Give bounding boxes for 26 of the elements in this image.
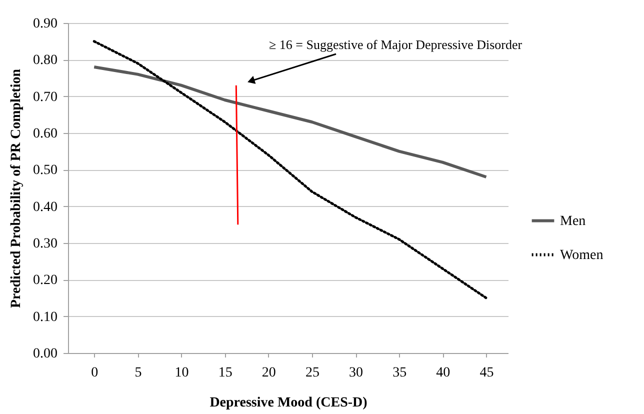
annotation: ≥ 16 = Suggestive of Major Depressive Disorder: [269, 37, 523, 52]
x-tick-label: 25: [305, 366, 320, 380]
x-tick-label: 15: [218, 366, 232, 380]
x-tick-label: 45: [480, 366, 494, 380]
y-tick-label: 0.30: [33, 236, 58, 252]
y-tick-label: 0.20: [33, 273, 58, 288]
y-tick-label: 0.00: [33, 346, 58, 362]
y-tick-label: 0.40: [33, 200, 58, 215]
x-tick-label: 10: [174, 366, 189, 380]
x-tick-label: 30: [349, 366, 364, 380]
x-tick-label: 40: [436, 366, 450, 380]
y-tick-label: 0.50: [33, 163, 58, 178]
x-axis-title: Depressive Mood (CES-D): [210, 396, 368, 410]
x-tick-label: 35: [392, 366, 407, 380]
y-tick-label: 0.60: [33, 126, 58, 142]
legend-label: Women: [560, 248, 604, 263]
y-tick-label: 0.80: [33, 53, 58, 68]
x-tick-label: 0: [91, 366, 98, 380]
y-tick-label: 0.70: [33, 90, 58, 105]
legend-label: Men: [560, 214, 586, 229]
y-tick-label: 0.90: [33, 16, 58, 32]
x-tick-label: 20: [262, 366, 276, 380]
x-tick-label: 5: [134, 366, 142, 380]
y-tick-label: 0.10: [33, 310, 58, 325]
line-series: [92, 66, 488, 178]
y-axis-title: Predicted Probability of PR Completion: [9, 68, 24, 308]
